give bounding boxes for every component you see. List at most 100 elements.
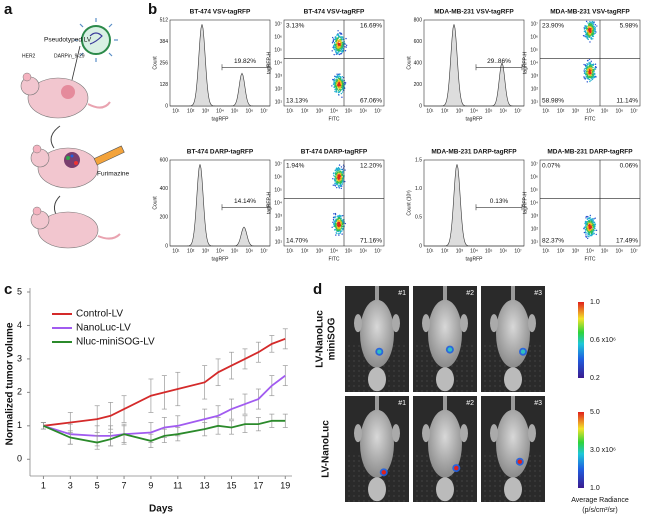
panel-label: c — [4, 281, 12, 298]
stage-dot — [368, 390, 370, 392]
flow-event — [583, 77, 586, 79]
flow-event — [591, 32, 593, 34]
y-tick-label: 0 — [419, 243, 422, 249]
flow-event — [334, 220, 336, 222]
x-tick-label: 10¹ — [542, 248, 550, 254]
plot-title: MDA-MB-231 VSV-tagRFP — [550, 9, 630, 16]
stage-dot — [353, 355, 355, 357]
flow-event — [334, 180, 336, 182]
x-tick-label: 10⁵ — [485, 108, 493, 114]
stage-dot — [504, 500, 506, 502]
stage-dot — [461, 485, 463, 487]
stage-dot — [471, 355, 473, 357]
flow-event — [594, 63, 597, 65]
stage-dot — [461, 360, 463, 362]
stage-dot — [388, 375, 390, 377]
flow-event — [334, 88, 336, 91]
plot-title: BT-474 VSV-tagRFP — [304, 9, 365, 16]
stage-dot — [403, 455, 405, 457]
flow-event — [341, 84, 344, 86]
stage-dot — [348, 385, 350, 387]
stage-dot — [471, 480, 473, 482]
stage-dot — [388, 470, 390, 472]
stage-dot — [426, 345, 428, 347]
stage-dot — [393, 370, 395, 372]
stage-dot — [539, 370, 541, 372]
flow-event — [586, 63, 589, 66]
flow-event — [337, 91, 340, 94]
legend-label: Control-LV — [76, 309, 123, 320]
flow-event — [585, 223, 587, 225]
mouse-head — [436, 367, 454, 392]
stage-dot — [353, 485, 355, 487]
colorbar — [578, 302, 584, 378]
flow-event — [584, 34, 587, 36]
stage-dot — [489, 455, 491, 457]
flow-event — [339, 181, 341, 183]
stage-dot — [499, 470, 501, 472]
stage-dot — [499, 365, 501, 367]
flow-event — [589, 225, 591, 228]
flow-event — [338, 35, 340, 38]
flow-event — [585, 234, 587, 236]
stage-dot — [416, 370, 418, 372]
stage-dot — [398, 480, 400, 482]
stage-dot — [456, 360, 458, 362]
x-tick-label: 10⁶ — [500, 248, 508, 254]
colorbar-label: 1.0 — [590, 485, 600, 492]
y-tick-label: 256 — [160, 60, 169, 66]
stage-dot — [353, 385, 355, 387]
stage-dot — [393, 345, 395, 347]
flow-event — [337, 77, 340, 79]
stage-dot — [388, 495, 390, 497]
flow-event — [341, 81, 344, 83]
stage-dot — [471, 375, 473, 377]
ligand-label: DARPin_9-29 — [54, 53, 85, 59]
flow-event — [341, 219, 344, 221]
x-tick-label: 10⁷ — [260, 248, 268, 254]
stage-dot — [421, 355, 423, 357]
stage-dot — [398, 350, 400, 352]
stage-dot — [489, 490, 491, 492]
legend-label: NanoLuc-LV — [76, 323, 131, 334]
stage-dot — [358, 375, 360, 377]
stage-dot — [416, 480, 418, 482]
flow-event — [586, 29, 589, 31]
y-tick-label: 10⁴ — [274, 200, 282, 206]
stage-dot — [358, 500, 360, 502]
y-tick-label: 10⁵ — [274, 187, 282, 193]
mouse-id: #2 — [466, 400, 474, 407]
y-tick-label: 10⁶ — [530, 34, 538, 40]
flow-event — [586, 28, 589, 30]
stage-dot — [358, 355, 360, 357]
flow-event — [344, 169, 346, 171]
flow-event — [335, 178, 337, 180]
flow-event — [337, 216, 339, 218]
stage-dot — [431, 390, 433, 392]
flow-event — [337, 167, 339, 170]
flow-event — [590, 225, 592, 227]
stage-dot — [426, 480, 428, 482]
stage-dot — [363, 370, 365, 372]
stage-dot — [421, 345, 423, 347]
x-tick-label: 10⁴ — [586, 248, 594, 254]
stage-dot — [398, 490, 400, 492]
x-tick-label: 10² — [301, 248, 309, 254]
stage-dot — [393, 360, 395, 362]
mouse-limb — [422, 314, 430, 333]
flow-event — [333, 78, 336, 80]
stage-dot — [348, 345, 350, 347]
flow-event — [334, 46, 336, 49]
stage-dot — [456, 495, 458, 497]
stage-dot — [529, 465, 531, 467]
flow-event — [588, 72, 590, 74]
flow-event — [334, 184, 336, 187]
flow-event — [339, 76, 342, 79]
flow-event — [341, 91, 344, 93]
stage-dot — [471, 345, 473, 347]
flow-event — [589, 74, 592, 77]
flow-event — [336, 176, 338, 178]
flow-event — [593, 233, 595, 235]
drug-label: Furimazine — [97, 171, 130, 178]
x-tick-label: 10³ — [316, 108, 324, 114]
